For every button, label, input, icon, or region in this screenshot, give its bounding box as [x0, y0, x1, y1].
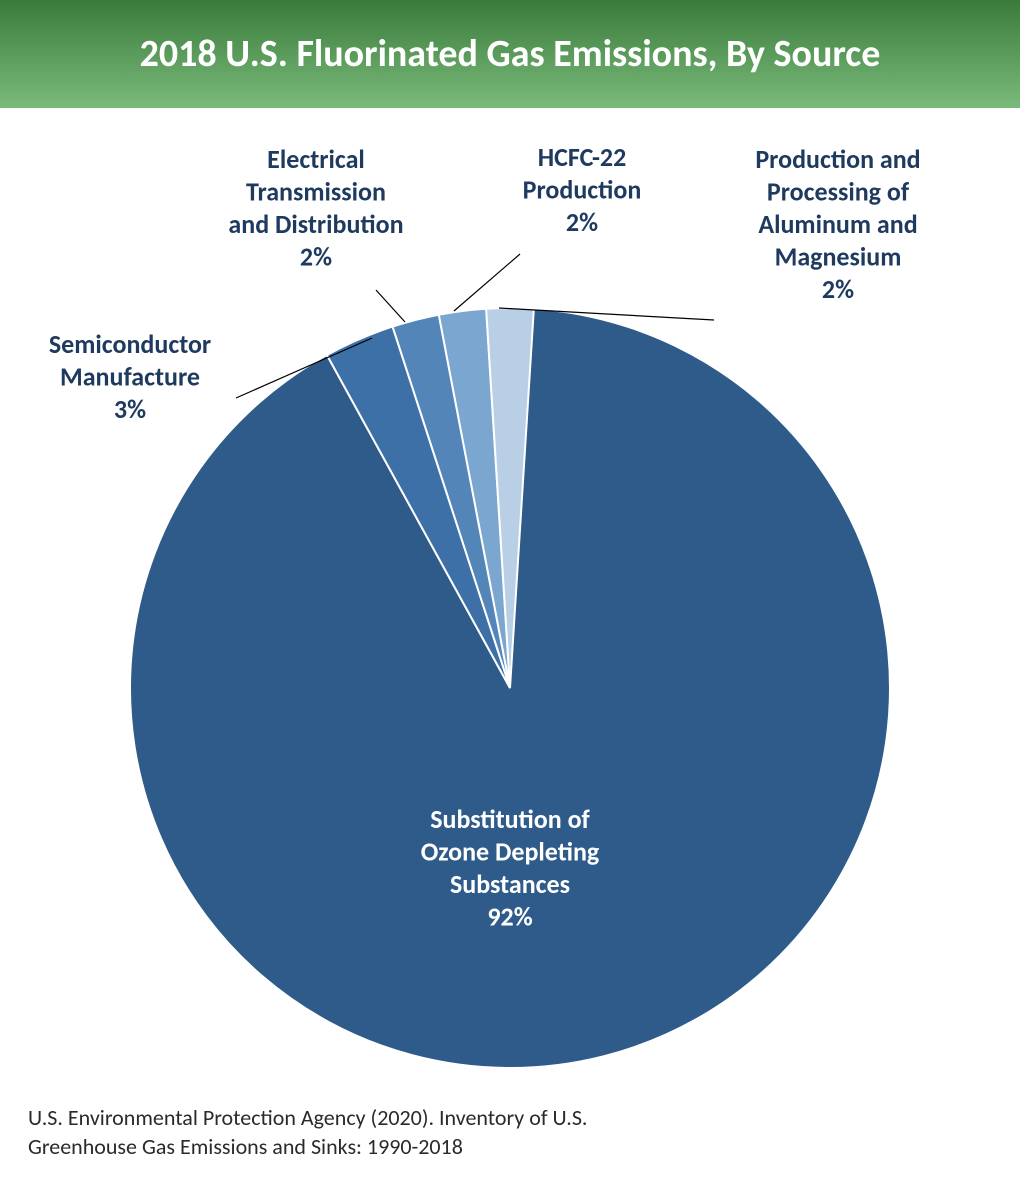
slice-label-electrical: ElectricalTransmissionand Distribution2%: [228, 143, 403, 273]
footer-line-2: Greenhouse Gas Emissions and Sinks: 1990…: [28, 1132, 587, 1162]
slice-label-semiconductor: SemiconductorManufacture3%: [49, 328, 211, 425]
pie-chart-svg: Substitution ofOzone DepletingSubstances…: [0, 108, 1020, 1108]
chart-title: 2018 U.S. Fluorinated Gas Emissions, By …: [140, 31, 881, 77]
leader-line-electrical: [376, 290, 405, 322]
slice-label-aluminum: Production andProcessing ofAluminum andM…: [755, 143, 920, 305]
slice-label-hcfc: HCFC-22Production2%: [523, 141, 642, 238]
chart-header: 2018 U.S. Fluorinated Gas Emissions, By …: [0, 0, 1020, 108]
footer-line-1: U.S. Environmental Protection Agency (20…: [28, 1103, 587, 1133]
chart-footer: U.S. Environmental Protection Agency (20…: [28, 1103, 587, 1162]
pie-chart-area: Substitution ofOzone DepletingSubstances…: [0, 108, 1020, 1108]
leader-line-hcfc: [454, 254, 520, 311]
